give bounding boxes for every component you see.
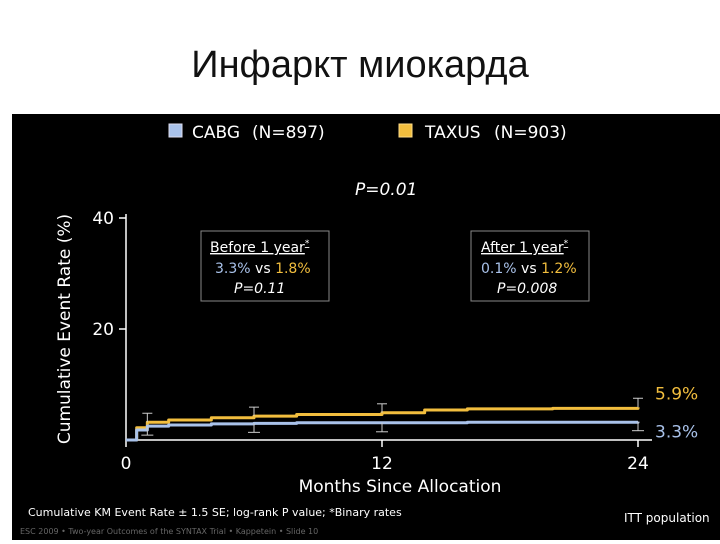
legend-n-cabg: (N=897) xyxy=(252,123,325,143)
end-labels: 5.9% 3.3% xyxy=(655,384,698,442)
axes: 0 12 24 20 40 xyxy=(92,209,652,474)
p-value: P=0.01 xyxy=(355,180,417,200)
legend: CABG (N=897) TAXUS (N=903) xyxy=(168,123,567,143)
end-label-cabg: 3.3% xyxy=(655,423,698,443)
x-tick-label-12: 12 xyxy=(371,454,393,474)
km-chart: CABG (N=897) TAXUS (N=903) Cumulative Ev… xyxy=(20,123,710,536)
footnote: Cumulative KM Event Rate ± 1.5 SE; log-r… xyxy=(28,506,402,519)
legend-n-taxus: (N=903) xyxy=(494,123,567,143)
y-tick-label-20: 20 xyxy=(92,320,114,340)
end-label-taxus: 5.9% xyxy=(655,384,698,404)
slide-title: Инфаркт миокарда xyxy=(191,44,529,86)
series-line-taxus xyxy=(126,406,640,442)
annotation-before-p: P=0.11 xyxy=(234,281,285,297)
legend-label-taxus: TAXUS xyxy=(424,123,481,143)
annotation-before-1-year: Before 1 year* 3.3% vs 1.8% P=0.11 xyxy=(200,230,330,302)
chart-panel: CABG (N=897) TAXUS (N=903) Cumulative Ev… xyxy=(12,114,720,540)
y-axis-label: Cumulative Event Rate (%) xyxy=(55,214,75,444)
annotation-before-heading: Before 1 year* xyxy=(210,239,310,256)
annotation-after-heading: After 1 year* xyxy=(481,239,569,256)
source-line: ESC 2009 • Two-year Outcomes of the SYNT… xyxy=(20,527,318,536)
x-axis-label: Months Since Allocation xyxy=(299,477,502,497)
itt-population: ITT population xyxy=(624,511,710,525)
legend-swatch-cabg xyxy=(168,123,183,138)
legend-label-cabg: CABG xyxy=(192,123,240,143)
x-tick-label-0: 0 xyxy=(121,454,132,474)
annotation-before-values: 3.3% vs 1.8% xyxy=(215,261,311,277)
y-tick-label-40: 40 xyxy=(92,209,114,229)
annotation-after-1-year: After 1 year* 0.1% vs 1.2% P=0.008 xyxy=(470,230,590,302)
annotation-after-values: 0.1% vs 1.2% xyxy=(481,261,577,277)
x-tick-label-24: 24 xyxy=(627,454,649,474)
legend-swatch-taxus xyxy=(398,123,413,138)
annotation-after-p: P=0.008 xyxy=(497,281,557,297)
series-lines xyxy=(126,397,644,442)
